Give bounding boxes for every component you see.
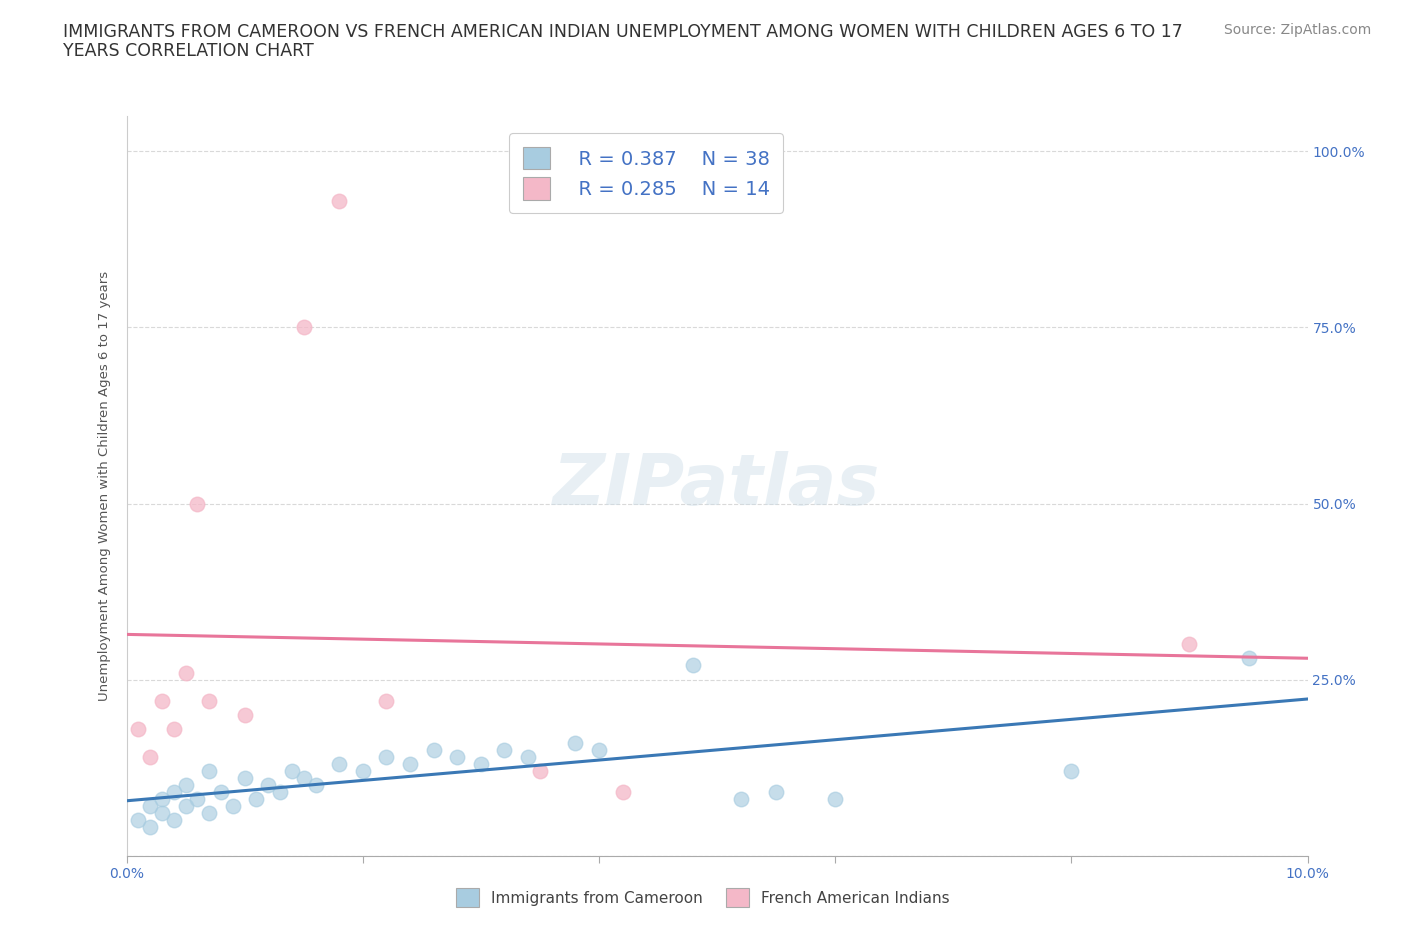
Point bbox=[564, 736, 586, 751]
Point bbox=[730, 791, 752, 806]
Point bbox=[174, 799, 197, 814]
Point bbox=[139, 750, 162, 764]
Point bbox=[824, 791, 846, 806]
Point bbox=[174, 665, 197, 680]
Point bbox=[352, 764, 374, 778]
Point bbox=[529, 764, 551, 778]
Point bbox=[163, 785, 186, 800]
Point bbox=[1178, 637, 1201, 652]
Legend:   R = 0.387    N = 38,   R = 0.285    N = 14: R = 0.387 N = 38, R = 0.285 N = 14 bbox=[509, 133, 783, 213]
Point bbox=[682, 658, 704, 673]
Point bbox=[257, 777, 280, 792]
Point bbox=[399, 757, 422, 772]
Text: YEARS CORRELATION CHART: YEARS CORRELATION CHART bbox=[63, 42, 314, 60]
Point bbox=[174, 777, 197, 792]
Point bbox=[163, 722, 186, 737]
Point bbox=[1060, 764, 1083, 778]
Point bbox=[198, 693, 221, 708]
Point bbox=[494, 742, 516, 757]
Point bbox=[139, 799, 162, 814]
Point bbox=[198, 764, 221, 778]
Point bbox=[233, 771, 256, 786]
Point bbox=[150, 791, 173, 806]
Point bbox=[517, 750, 540, 764]
Point bbox=[765, 785, 787, 800]
Point bbox=[588, 742, 610, 757]
Point bbox=[470, 757, 492, 772]
Point bbox=[281, 764, 304, 778]
Point bbox=[1237, 651, 1260, 666]
Point bbox=[328, 193, 350, 208]
Y-axis label: Unemployment Among Women with Children Ages 6 to 17 years: Unemployment Among Women with Children A… bbox=[97, 271, 111, 701]
Point bbox=[150, 693, 173, 708]
Point bbox=[186, 496, 208, 511]
Text: ZIPatlas: ZIPatlas bbox=[554, 451, 880, 521]
Point bbox=[163, 813, 186, 828]
Point bbox=[292, 320, 315, 335]
Point bbox=[233, 708, 256, 723]
Point bbox=[269, 785, 291, 800]
Point bbox=[446, 750, 468, 764]
Point bbox=[375, 693, 398, 708]
Text: IMMIGRANTS FROM CAMEROON VS FRENCH AMERICAN INDIAN UNEMPLOYMENT AMONG WOMEN WITH: IMMIGRANTS FROM CAMEROON VS FRENCH AMERI… bbox=[63, 23, 1182, 41]
Point bbox=[245, 791, 267, 806]
Point bbox=[292, 771, 315, 786]
Point bbox=[422, 742, 444, 757]
Point bbox=[612, 785, 634, 800]
Point bbox=[186, 791, 208, 806]
Point bbox=[304, 777, 326, 792]
Point bbox=[127, 722, 149, 737]
Point bbox=[127, 813, 149, 828]
Legend: Immigrants from Cameroon, French American Indians: Immigrants from Cameroon, French America… bbox=[446, 878, 960, 918]
Point bbox=[222, 799, 245, 814]
Point bbox=[139, 820, 162, 835]
Point bbox=[328, 757, 350, 772]
Text: Source: ZipAtlas.com: Source: ZipAtlas.com bbox=[1223, 23, 1371, 37]
Point bbox=[375, 750, 398, 764]
Point bbox=[209, 785, 232, 800]
Point bbox=[150, 806, 173, 821]
Point bbox=[198, 806, 221, 821]
